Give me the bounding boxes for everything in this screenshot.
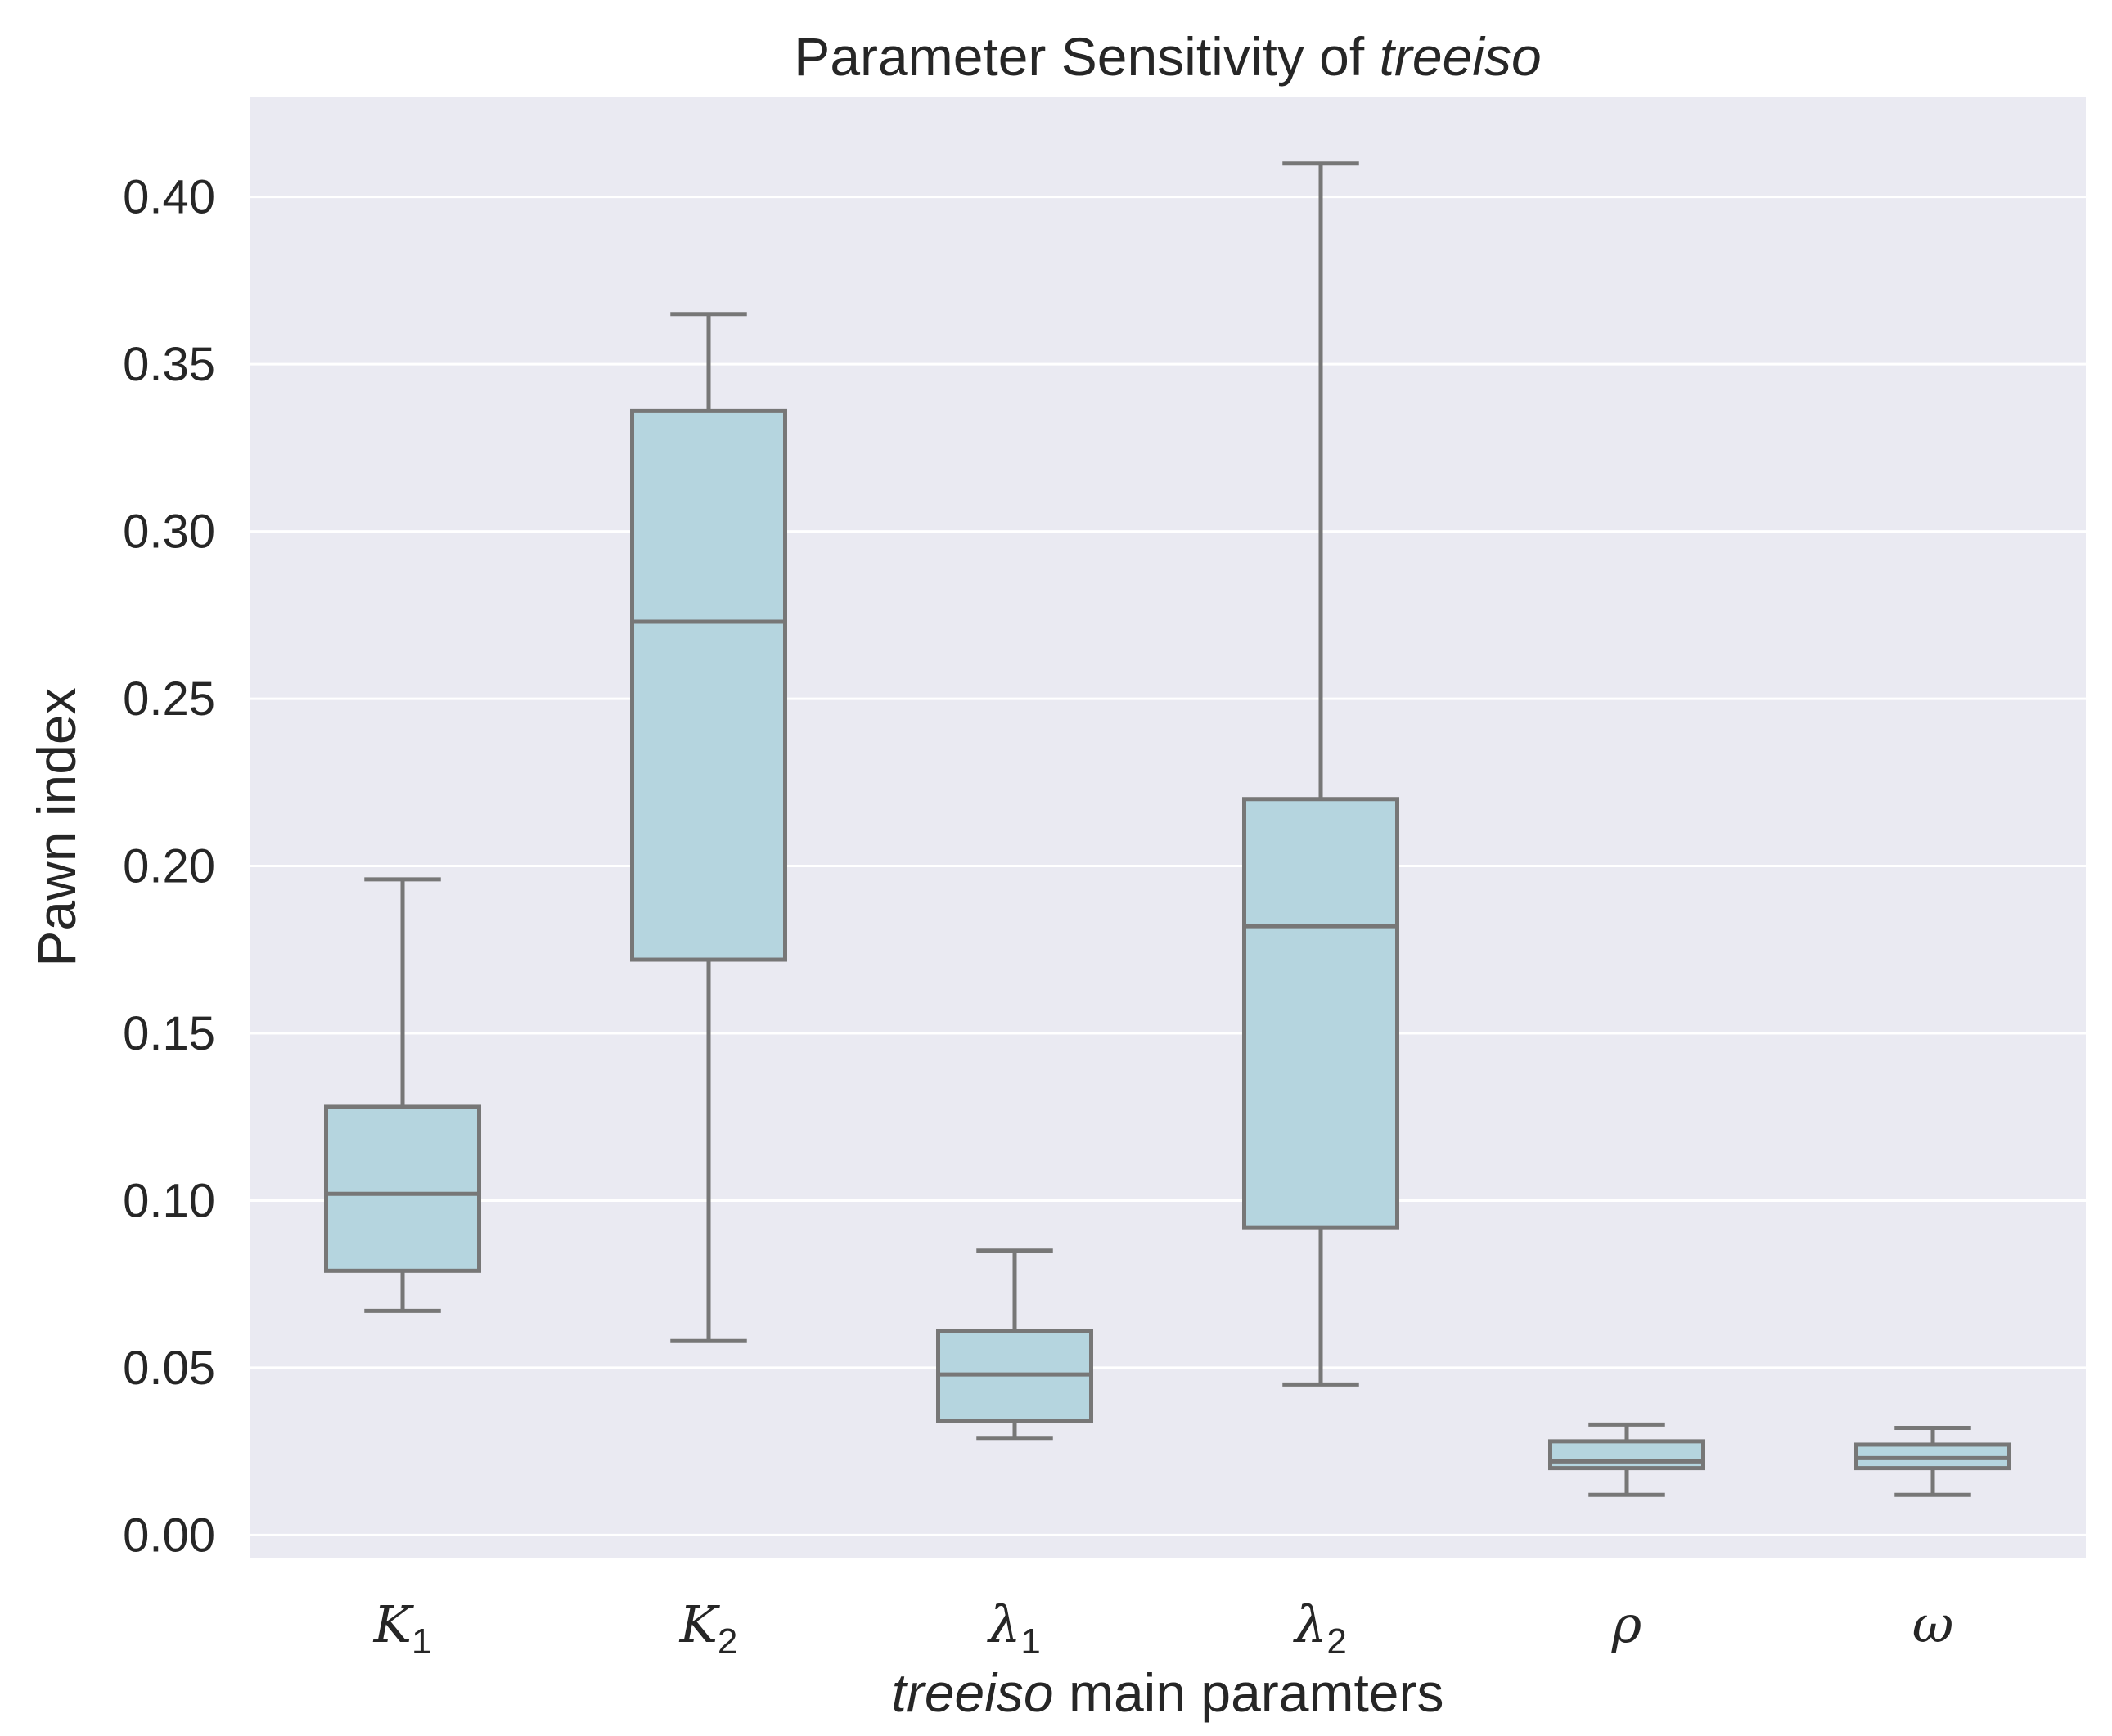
x-tick-symbol: ω [1912, 1594, 1954, 1654]
x-tick-symbol: ρ [1611, 1594, 1641, 1654]
y-tick-label: 0.05 [123, 1342, 215, 1395]
chart-title-italic: treeiso [1380, 26, 1542, 87]
x-tick-subscript: 2 [1326, 1621, 1346, 1662]
y-axis-label: Pawn index [26, 687, 87, 966]
chart-title-prefix: Parameter Sensitivity of [794, 26, 1379, 87]
x-tick-symbol: λ [986, 1594, 1020, 1654]
box-1 [324, 877, 481, 1313]
boxes [324, 161, 2011, 1497]
x-tick-subscript: 1 [412, 1621, 431, 1662]
y-tick-label: 0.40 [123, 171, 215, 224]
y-tick-labels: 0.00 0.05 0.10 0.15 0.20 0.25 0.30 0.35 0.40 [123, 171, 215, 1563]
x-axis-label-rest: main paramters [1054, 1662, 1444, 1723]
box-3 [936, 1248, 1093, 1441]
x-tick-label: K2 [679, 1594, 738, 1662]
iqr-box [630, 408, 787, 962]
x-axis-label: treeiso main paramters [892, 1662, 1444, 1723]
iqr-box [1548, 1439, 1705, 1471]
x-tick-symbol: K [373, 1594, 415, 1654]
y-tick-label: 0.15 [123, 1007, 215, 1060]
y-tick-label: 0.30 [123, 506, 215, 559]
x-tick-label: ω [1912, 1594, 1954, 1654]
x-tick-subscript: 1 [1020, 1621, 1040, 1662]
y-tick-label: 0.35 [123, 338, 215, 391]
y-tick-label: 0.10 [123, 1174, 215, 1227]
x-tick-subscript: 2 [718, 1621, 737, 1662]
x-tick-symbol: K [679, 1594, 721, 1654]
x-tick-symbol: λ [1292, 1594, 1326, 1654]
y-tick-label: 0.25 [123, 672, 215, 726]
grid-lines [250, 196, 2086, 1536]
y-tick-label: 0.00 [123, 1509, 215, 1562]
x-tick-labels: K1 K2 λ1 λ2 ρ ω [373, 1594, 1954, 1662]
x-axis-label-italic: treeiso [892, 1662, 1054, 1723]
iqr-box [1242, 797, 1399, 1230]
chart-title: Parameter Sensitivity of treeiso [794, 26, 1541, 87]
x-tick-label: λ1 [986, 1594, 1041, 1662]
box-2 [630, 312, 787, 1343]
y-tick-label: 0.20 [123, 840, 215, 893]
box-5 [1548, 1422, 1705, 1497]
plot-background [250, 97, 2086, 1558]
x-tick-label: λ2 [1292, 1594, 1347, 1662]
box-6 [1854, 1426, 2011, 1497]
x-tick-label: K1 [373, 1594, 432, 1662]
box-4 [1242, 161, 1399, 1387]
iqr-box [324, 1104, 481, 1273]
x-tick-label: ρ [1611, 1594, 1641, 1654]
